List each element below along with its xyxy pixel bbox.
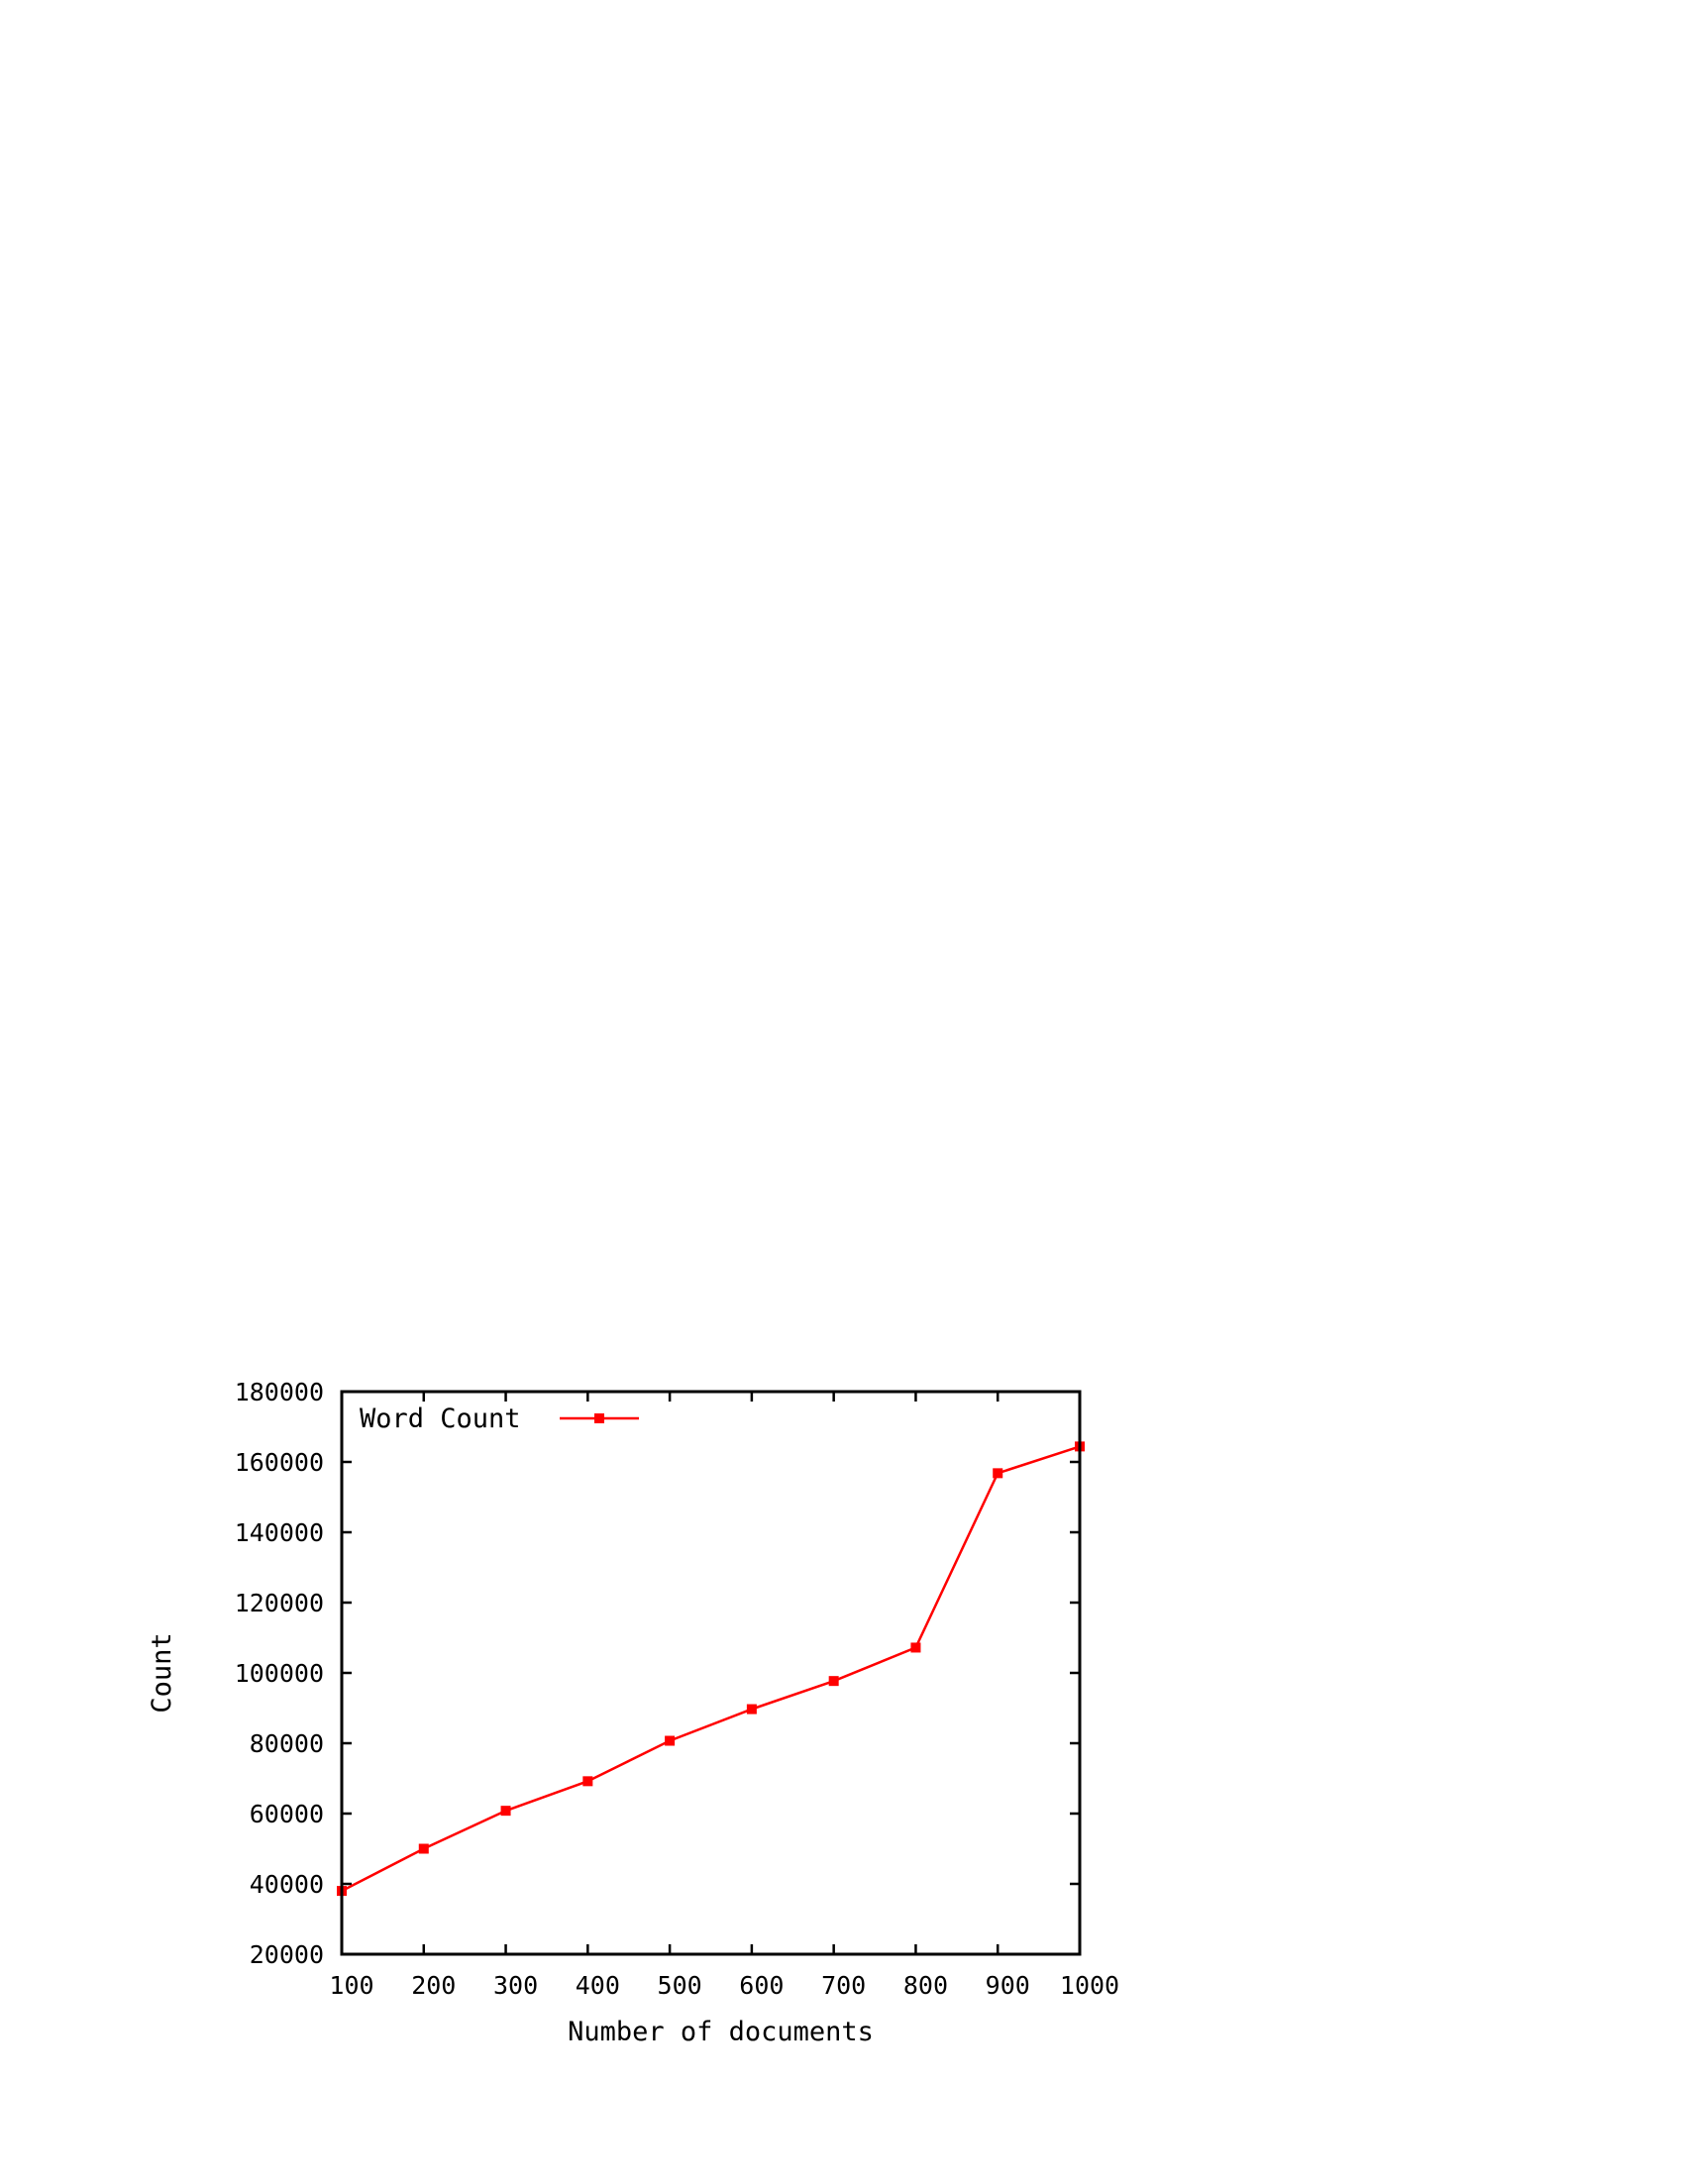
data-point [746, 1704, 757, 1715]
legend-label: Word Count [360, 1404, 521, 1434]
legend-marker [594, 1413, 604, 1423]
tick-marks [340, 1390, 1082, 1956]
y-tick-label: 80000 [250, 1729, 324, 1758]
data-point [418, 1843, 429, 1854]
x-tick-label: 300 [493, 1971, 538, 2000]
x-tick-label: 400 [576, 1971, 620, 2000]
x-tick-label: 100 [329, 1971, 373, 2000]
x-tick-label: 500 [658, 1971, 702, 2000]
x-tick-label: 1000 [1060, 1971, 1119, 2000]
series-layer [337, 1441, 1085, 1897]
x-tick-label: 200 [411, 1971, 456, 2000]
y-tick-label: 120000 [235, 1589, 324, 1617]
data-point [582, 1776, 593, 1787]
y-tick-label: 160000 [235, 1448, 324, 1477]
y-tick-label: 140000 [235, 1518, 324, 1547]
tick-labels: 100 200 300 400 500 600 700 800 900 1000 20000 4000… [235, 1378, 1119, 2000]
data-point [910, 1642, 921, 1653]
x-tick-label: 600 [739, 1971, 784, 2000]
data-point [828, 1676, 839, 1687]
series-line [341, 1445, 1081, 1893]
legend: Word Count [360, 1404, 639, 1434]
y-axis-title: Count [147, 1632, 177, 1713]
data-point [993, 1468, 1003, 1479]
y-tick-label: 60000 [250, 1800, 324, 1828]
y-tick-label: 40000 [250, 1870, 324, 1899]
data-point [500, 1806, 511, 1817]
x-tick-label: 800 [903, 1971, 948, 2000]
plot-frame [340, 1390, 1082, 1956]
y-tick-label: 180000 [235, 1378, 324, 1406]
x-tick-label: 900 [986, 1971, 1030, 2000]
y-tick-label: 100000 [235, 1659, 324, 1688]
x-tick-label: 700 [821, 1971, 866, 2000]
x-axis-title: Number of documents [568, 2017, 874, 2047]
y-tick-label: 20000 [250, 1940, 324, 1969]
data-point [665, 1735, 676, 1746]
